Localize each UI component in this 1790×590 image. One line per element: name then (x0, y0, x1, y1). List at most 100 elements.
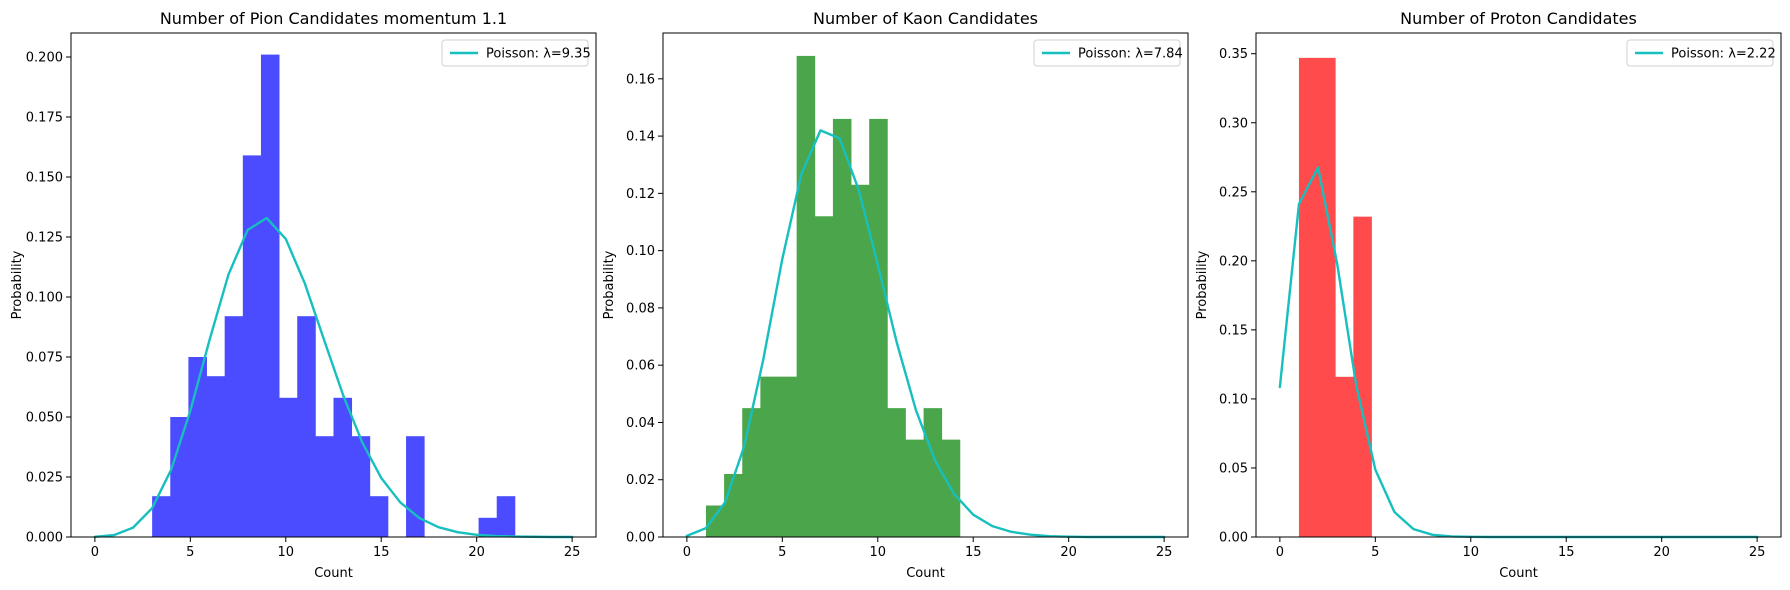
y-axis-label: Probability (1195, 250, 1210, 319)
histogram-bar (869, 118, 888, 537)
x-tick-label: 15 (373, 545, 390, 560)
y-tick-label: 0.05 (1219, 461, 1248, 476)
histogram-bar (478, 517, 498, 537)
legend: Poisson: λ=2.22 (1626, 39, 1776, 67)
histogram-bar (260, 54, 280, 537)
x-tick-label: 0 (683, 545, 691, 560)
axes-frame (662, 32, 1189, 538)
axes-frame (70, 32, 597, 538)
y-tick-label: 0.025 (26, 471, 63, 486)
histogram-bar (851, 184, 870, 537)
x-tick-label: 5 (1371, 545, 1379, 560)
chart-title: Number of Proton Candidates (1400, 9, 1637, 28)
y-tick-label: 0.125 (26, 231, 63, 246)
y-tick-label: 0.08 (626, 301, 655, 316)
histogram-bar (814, 216, 834, 537)
histogram-bars (705, 55, 961, 537)
y-tick-label: 0.150 (26, 171, 63, 186)
histogram-bar (742, 408, 761, 537)
histogram-bar (170, 417, 189, 537)
legend-box (1626, 39, 1774, 67)
y-tick-label: 0.100 (26, 291, 63, 306)
x-tick-label: 10 (1462, 545, 1479, 560)
x-tick-label: 10 (277, 545, 294, 560)
x-tick-label: 15 (965, 545, 982, 560)
y-tick-label: 0.050 (26, 411, 63, 426)
x-axis-label: Count (1499, 566, 1538, 581)
legend-box (441, 39, 589, 67)
legend: Poisson: λ=9.35 (441, 39, 591, 67)
histogram-bar (496, 496, 516, 537)
legend-box (1033, 39, 1181, 67)
histogram-bar (369, 496, 389, 537)
histogram-bar (796, 55, 816, 537)
histogram-bar (887, 408, 906, 537)
x-tick-label: 25 (1749, 545, 1766, 560)
y-tick-label: 0.25 (1219, 185, 1248, 200)
histogram-bar (351, 436, 371, 537)
axes-frame (1255, 32, 1782, 538)
histogram-bar (760, 376, 779, 537)
y-tick-label: 0.04 (626, 416, 655, 431)
y-tick-label: 0.00 (626, 531, 655, 546)
legend-label: Poisson: λ=9.35 (486, 47, 591, 62)
x-tick-label: 0 (1276, 545, 1284, 560)
legend: Poisson: λ=7.84 (1033, 39, 1183, 67)
histogram-bar (242, 155, 262, 537)
histogram-bar (333, 397, 353, 537)
y-tick-label: 0.20 (1219, 254, 1248, 269)
x-tick-label: 20 (1060, 545, 1077, 560)
y-tick-label: 0.00 (1219, 531, 1248, 546)
histogram-bar (406, 436, 425, 537)
histogram-bar (905, 439, 924, 537)
histogram-bars (1298, 57, 1372, 537)
y-tick-label: 0.35 (1219, 47, 1248, 62)
histogram-bar (832, 118, 852, 537)
x-tick-label: 25 (564, 545, 581, 560)
histogram-bar (1298, 57, 1318, 537)
x-tick-label: 10 (869, 545, 886, 560)
x-tick-label: 5 (186, 545, 194, 560)
histogram-bar (705, 505, 725, 537)
x-tick-label: 15 (1558, 545, 1575, 560)
y-tick-label: 0.075 (26, 351, 63, 366)
histogram-bar (152, 496, 171, 537)
y-tick-label: 0.16 (626, 72, 655, 87)
legend-label: Poisson: λ=2.22 (1671, 47, 1776, 62)
y-tick-label: 0.10 (1219, 392, 1248, 407)
y-tick-label: 0.10 (626, 244, 655, 259)
chart-panel-2: 0 5 10 15 20 25 0.00 0.02 0.04 0.06 0.08 0.10 0.12 0.… (602, 9, 1189, 581)
histogram-bar (1353, 216, 1372, 537)
y-axis-label: Probability (602, 250, 617, 319)
x-tick-label: 25 (1156, 545, 1173, 560)
histogram-bar (724, 474, 743, 537)
chart-panel-1: 0 5 10 15 20 25 0.000 0.025 0.050 0.075 0.100 0.125… (10, 9, 597, 581)
chart-panel-3: 0 5 10 15 20 25 0.00 0.05 0.10 0.15 0.20 0.25 0.30 0.… (1195, 9, 1782, 581)
x-tick-label: 5 (778, 545, 786, 560)
y-tick-label: 0.02 (626, 473, 655, 488)
legend-label: Poisson: λ=7.84 (1078, 47, 1183, 62)
histogram-bar (279, 397, 298, 537)
histogram-bar (315, 436, 334, 537)
y-tick-label: 0.175 (26, 111, 63, 126)
y-tick-label: 0.200 (26, 51, 63, 66)
histogram-bar (778, 376, 798, 537)
y-tick-label: 0.14 (626, 130, 655, 145)
histogram-bar (923, 408, 943, 537)
chart-title: Number of Pion Candidates momentum 1.1 (160, 9, 507, 28)
y-tick-label: 0.30 (1219, 116, 1248, 131)
x-axis-label: Count (906, 566, 945, 581)
histogram-bar (297, 316, 316, 537)
y-tick-label: 0.06 (626, 359, 655, 374)
histogram-bars (152, 54, 516, 537)
chart-title: Number of Kaon Candidates (813, 9, 1038, 28)
y-axis-label: Probability (10, 250, 25, 319)
histogram-bar (1317, 57, 1336, 537)
y-tick-label: 0.12 (626, 187, 655, 202)
poisson-line (93, 216, 574, 539)
y-tick-label: 0.000 (26, 531, 63, 546)
x-axis-label: Count (314, 566, 353, 581)
y-tick-label: 0.15 (1219, 323, 1248, 338)
x-tick-label: 20 (1653, 545, 1670, 560)
